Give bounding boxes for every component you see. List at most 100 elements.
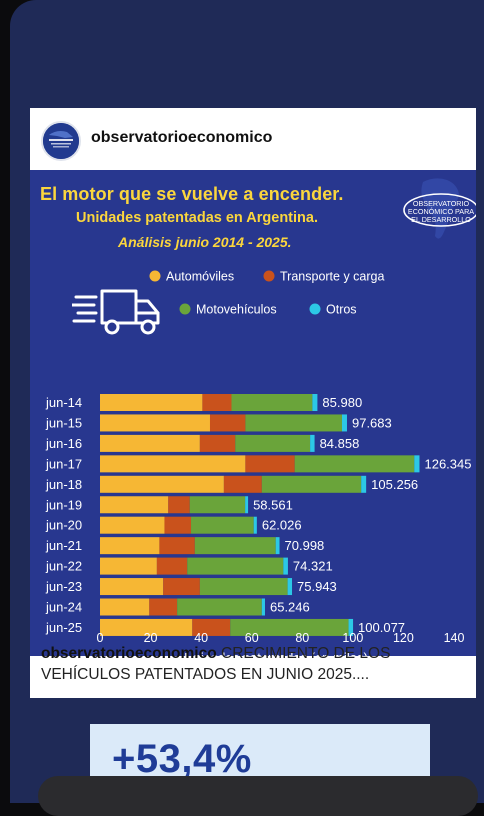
post-caption: observatorioeconomico CRECIMIENTO DE LOS… (41, 643, 461, 685)
legend-swatch (309, 303, 321, 315)
bar-segment (199, 434, 236, 452)
bar-segment (100, 537, 160, 555)
bar-segment (235, 434, 311, 452)
shared-post-card[interactable]: observatorioeconomico El motor que se vu… (30, 108, 476, 698)
bar-segment (245, 414, 342, 432)
x-tick-label: 60 (245, 631, 259, 645)
bar-segment (100, 475, 224, 493)
bar-segment (168, 496, 190, 514)
infographic: El motor que se vuelve a encender. Unida… (30, 170, 476, 656)
total-label: 70.998 (285, 538, 325, 553)
category-label: jun-18 (45, 477, 82, 492)
bar-segment (100, 618, 193, 636)
bar-segment (156, 557, 188, 575)
category-label: jun-15 (45, 415, 82, 430)
bar-segment (191, 516, 254, 534)
bar-segment (312, 394, 318, 411)
bar-segment (245, 455, 295, 473)
total-label: 126.345 (424, 456, 471, 471)
poster-subtitle: Unidades patentadas en Argentina. (76, 210, 318, 226)
bar-segment (100, 434, 200, 452)
bar-segment (348, 618, 354, 636)
x-tick-label: 20 (144, 631, 158, 645)
logo-line-2: ECONÓMICO PARA (408, 207, 474, 216)
bottom-sheet[interactable] (38, 776, 478, 816)
bar-segment (245, 496, 249, 514)
legend-swatch (179, 303, 191, 315)
bar-segment (275, 537, 280, 555)
legend-label: Motovehículos (196, 303, 277, 317)
category-label: jun-16 (45, 436, 82, 451)
logo-line-3: EL DESARROLLO (411, 215, 471, 224)
total-label: 75.943 (297, 579, 337, 594)
bar-segment (149, 598, 178, 616)
total-label: 62.026 (262, 518, 302, 533)
legend-swatch (263, 270, 275, 282)
category-label: jun-20 (45, 518, 82, 533)
bar-segment (287, 578, 293, 596)
caption-text: CRECIMIENTO DE LOS VEHÍCULOS PATENTADOS … (41, 645, 391, 683)
x-axis-label: Unidades patentadas (en miles) (184, 650, 368, 656)
bar-segment (230, 618, 349, 636)
bar-segment (199, 578, 288, 596)
category-label: jun-24 (45, 600, 82, 615)
x-tick-label: 120 (393, 631, 414, 645)
bar-segment (100, 394, 203, 411)
x-tick-label: 40 (194, 631, 208, 645)
observatorio-logo: OBSERVATORIO ECONÓMICO PARA EL DESARROLL… (401, 176, 476, 248)
total-label: 58.561 (253, 497, 293, 512)
caption-handle[interactable]: observatorioeconomico (41, 645, 217, 662)
avatar-logo-icon (43, 123, 79, 159)
bar-segment (294, 455, 415, 473)
post-header: observatorioeconomico (30, 108, 476, 170)
category-label: jun-22 (45, 559, 82, 574)
bar-segment (187, 557, 284, 575)
total-label: 65.246 (270, 600, 310, 615)
category-label: jun-25 (45, 620, 82, 635)
bar-segment (100, 557, 157, 575)
bar-segment (100, 414, 210, 432)
bar-segment (261, 598, 265, 616)
x-tick-label: 140 (444, 631, 465, 645)
legend-label: Transporte y carga (280, 270, 384, 284)
bar-segment (189, 496, 246, 514)
legend-label: Automóviles (166, 270, 234, 284)
category-label: jun-17 (45, 456, 82, 471)
avatar[interactable] (41, 121, 81, 161)
x-tick-label: 0 (97, 631, 104, 645)
logo-line-1: OBSERVATORIO (413, 199, 470, 208)
bar-segment (100, 516, 165, 534)
bar-segment (192, 618, 231, 636)
bar-segment (159, 537, 195, 555)
category-label: jun-14 (45, 395, 82, 410)
bar-segment (202, 394, 232, 411)
category-label: jun-19 (45, 497, 82, 512)
bar-segment (310, 434, 315, 452)
category-label: jun-21 (45, 538, 82, 553)
account-handle[interactable]: observatorioeconomico (91, 129, 273, 146)
bar-segment (100, 455, 246, 473)
total-label: 100.077 (358, 620, 405, 635)
bar-segment (194, 537, 276, 555)
total-label: 84.858 (320, 436, 360, 451)
bar-segment (164, 516, 192, 534)
total-label: 105.256 (371, 477, 418, 492)
bar-segment (414, 455, 420, 473)
bar-segment (283, 557, 288, 575)
legend-label: Otros (326, 303, 357, 317)
bar-segment (177, 598, 262, 616)
truck-icon (72, 289, 160, 335)
bar-segment (100, 578, 164, 596)
bar-segment (261, 475, 362, 493)
bar-segment (223, 475, 262, 493)
total-label: 97.683 (352, 415, 392, 430)
x-tick-label: 100 (342, 631, 363, 645)
bar-segment (231, 394, 313, 411)
bar-segment (253, 516, 257, 534)
bar-segment (341, 414, 347, 432)
total-label: 74.321 (293, 559, 333, 574)
bar-segment (100, 496, 169, 514)
poster-title: El motor que se vuelve a encender. (40, 184, 344, 204)
bar-segment (361, 475, 367, 493)
poster-range: Análisis junio 2014 - 2025. (118, 234, 292, 250)
